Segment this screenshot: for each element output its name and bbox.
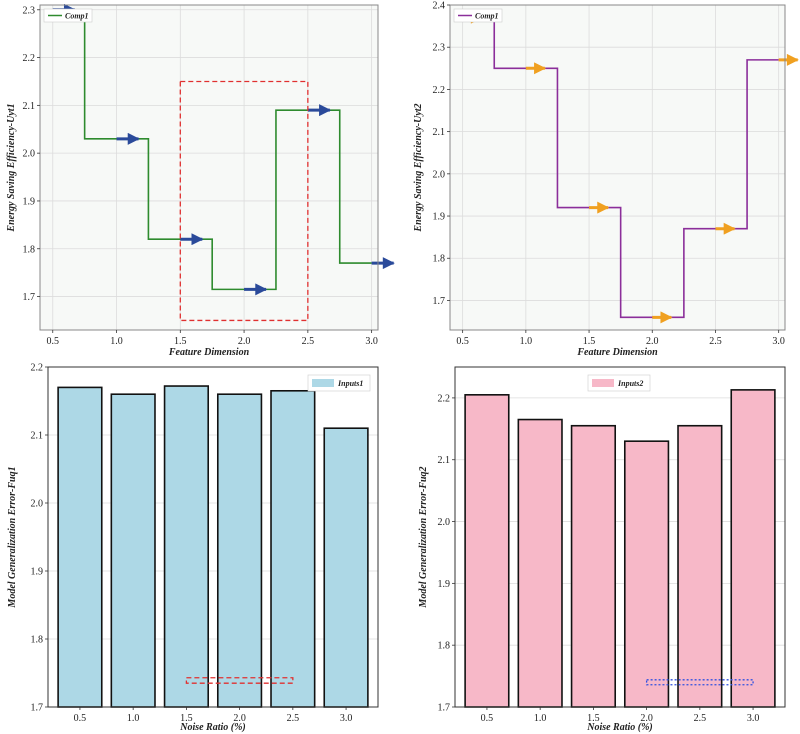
x-axis-label: Feature Dimension	[168, 347, 250, 358]
y-tick-label: 1.9	[438, 579, 451, 590]
axes-frame	[454, 366, 786, 708]
y-tick-label: 2.2	[31, 363, 44, 374]
bar	[677, 424, 723, 708]
panel-bottom-right: 0.5 1.0 1.5 2.0 2.5 3.0 1.7 1.8 1.9 2.0 2.1 2.2 Nois…	[418, 366, 786, 733]
x-axis-label: Noise Ratio (%)	[179, 722, 246, 733]
plot-area	[455, 367, 785, 707]
x-tick-label: 0.5	[74, 713, 87, 724]
y-tick-label: 2.1	[31, 431, 44, 442]
x-tick-label: 2.5	[694, 713, 707, 724]
y-axis-label: Energy Saving Efficiency-Uyt2	[413, 103, 424, 232]
axes-frame	[47, 366, 379, 708]
legend-label: Inputs1	[337, 379, 363, 388]
panel-top-left: 0.5 1.0 1.5 2.0 2.5 3.0 1.7 1.8 1.9 2.0 2.1 2.2 2.3 F…	[6, 3, 395, 358]
x-tick-label: 0.5	[47, 336, 60, 347]
x-tick-label: 1.0	[520, 336, 533, 347]
y-tick-label: 1.9	[433, 212, 446, 223]
y-tick-label: 2.3	[433, 43, 446, 54]
x-tick-label: 2.0	[640, 713, 653, 724]
x-tick-label: 0.5	[481, 713, 494, 724]
bar	[464, 394, 510, 708]
y-tick-label: 1.8	[433, 254, 446, 265]
y-tick-label: 2.0	[23, 149, 36, 160]
legend: Inputs2	[587, 374, 651, 392]
y-tick-label: 2.2	[23, 53, 36, 64]
y-tick-label: 2.0	[31, 499, 44, 510]
x-tick-label: 2.5	[302, 336, 315, 347]
x-tick-label: 2.0	[646, 336, 659, 347]
y-tick-label: 1.9	[31, 567, 44, 578]
y-axis-label: Model Generalization Error-Fuq1	[7, 466, 18, 608]
x-tick-label: 3.0	[747, 713, 760, 724]
legend-label: Inputs2	[617, 379, 643, 388]
x-tick-label: 2.0	[233, 713, 246, 724]
x-tick-label: 1.5	[587, 713, 600, 724]
bar	[110, 393, 156, 708]
x-tick-label: 1.5	[583, 336, 596, 347]
x-tick-label: 1.5	[180, 713, 193, 724]
panel-bottom-left: 0.5 1.0 1.5 2.0 2.5 3.0 1.7 1.8 1.9 2.0 2.1 2.2 Nois…	[7, 363, 379, 733]
y-tick-label: 2.2	[433, 85, 446, 96]
bar	[270, 389, 316, 708]
series-line	[52, 8, 372, 291]
plot-area	[48, 367, 378, 707]
legend-box	[43, 8, 93, 23]
y-axis-label: Energy Saving Efficiency-Uyt1	[6, 103, 17, 232]
x-tick-label: 1.0	[534, 713, 547, 724]
y-axis-label: Model Generalization Error-Fuq2	[418, 466, 429, 608]
bar	[163, 385, 210, 708]
y-tick-label: 1.7	[438, 703, 451, 714]
bar	[517, 418, 563, 708]
legend-swatch	[592, 379, 614, 387]
plot-area	[40, 5, 378, 330]
y-tick-label: 1.9	[23, 196, 36, 207]
legend-swatch	[312, 379, 334, 387]
y-tick-label: 1.7	[433, 296, 446, 307]
bar	[216, 393, 263, 708]
legend-label: Comp1	[65, 12, 89, 21]
legend: Comp1	[43, 8, 93, 23]
x-axis-label: Noise Ratio (%)	[586, 722, 653, 733]
bar	[323, 427, 369, 708]
bar	[623, 440, 670, 708]
bar	[57, 386, 103, 708]
x-tick-label: 0.5	[456, 336, 469, 347]
series-line	[462, 16, 779, 319]
y-tick-label: 2.3	[23, 5, 36, 16]
x-tick-label: 1.0	[110, 336, 123, 347]
highlight-box	[645, 679, 754, 686]
x-tick-label: 1.5	[174, 336, 187, 347]
x-tick-label: 2.5	[709, 336, 722, 347]
y-tick-label: 1.8	[31, 635, 44, 646]
y-tick-label: 2.4	[433, 1, 446, 12]
y-tick-label: 2.2	[438, 393, 451, 404]
x-tick-label: 3.0	[365, 336, 378, 347]
panel-top-right: 0.5 1.0 1.5 2.0 2.5 3.0 1.7 1.8 1.9 2.0 2.1 2.2 2.3 2…	[413, 1, 799, 358]
x-tick-label: 2.0	[238, 336, 251, 347]
legend-label: Comp1	[475, 12, 499, 21]
y-tick-label: 1.7	[23, 292, 36, 303]
y-tick-label: 1.8	[438, 641, 451, 652]
y-tick-label: 2.1	[23, 101, 36, 112]
legend: Inputs1	[307, 374, 371, 392]
plot-area	[450, 5, 785, 330]
y-tick-label: 2.0	[433, 169, 446, 180]
x-tick-label: 1.0	[127, 713, 140, 724]
y-tick-label: 1.8	[23, 244, 36, 255]
y-tick-label: 1.7	[31, 703, 44, 714]
x-tick-label: 3.0	[340, 713, 353, 724]
bar	[570, 424, 617, 708]
y-tick-label: 2.0	[438, 517, 451, 528]
x-axis-label: Feature Dimension	[576, 347, 658, 358]
legend: Comp1	[453, 8, 503, 23]
axes-frame	[39, 4, 379, 331]
y-tick-label: 2.1	[433, 127, 446, 138]
axes-frame	[449, 4, 786, 331]
x-tick-label: 2.5	[287, 713, 300, 724]
bar	[730, 389, 776, 708]
x-tick-label: 3.0	[772, 336, 785, 347]
legend-box	[453, 8, 503, 23]
y-tick-label: 2.1	[438, 455, 451, 466]
